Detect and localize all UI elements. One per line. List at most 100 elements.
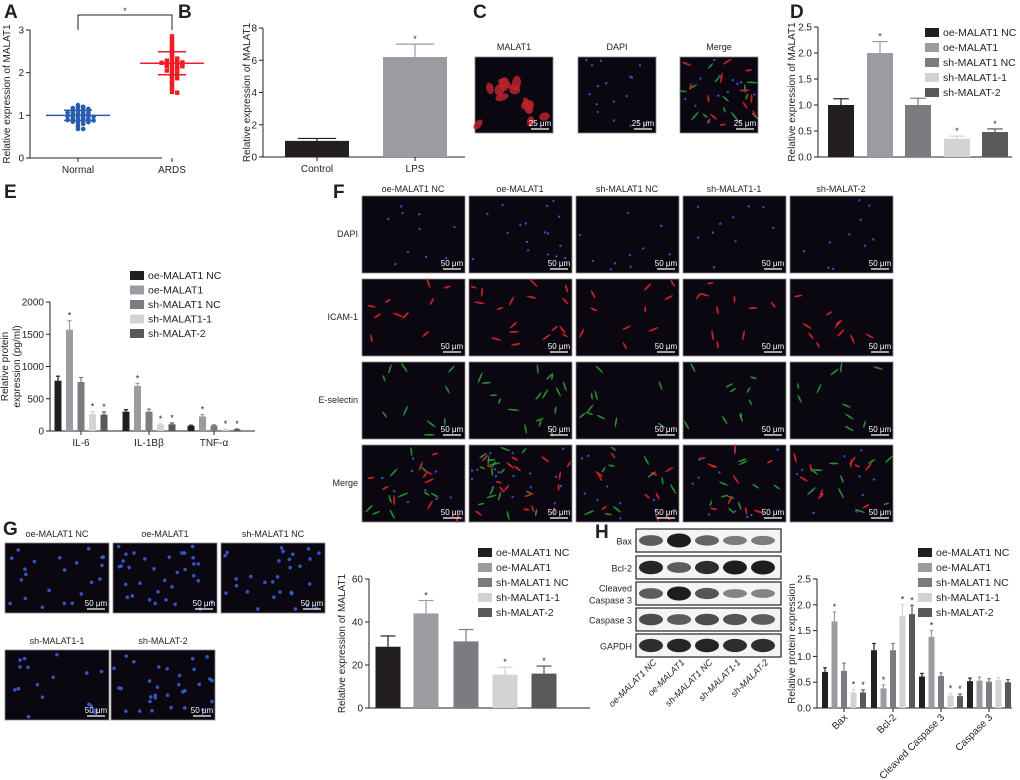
cell — [629, 75, 632, 78]
cell — [551, 325, 558, 332]
cell — [132, 551, 136, 555]
y-tick-label: 1000 — [22, 362, 45, 373]
micrograph — [789, 361, 894, 440]
cell — [698, 458, 701, 461]
cell — [716, 340, 719, 349]
cell — [697, 476, 700, 479]
cell — [423, 471, 428, 478]
bar — [899, 616, 906, 708]
legend-label: sh-MALAT-2 — [148, 328, 206, 340]
image-f: 50 μm — [682, 443, 787, 523]
cell — [180, 551, 184, 555]
y-axis-label: Relative expression of MALAT1 — [242, 22, 253, 162]
cell — [503, 484, 510, 492]
cell — [371, 511, 381, 515]
bar — [187, 425, 195, 431]
cell — [664, 466, 674, 473]
bar — [66, 329, 73, 431]
legend-label: oe-MALAT1 NC — [943, 27, 1017, 39]
column-label: Merge — [706, 42, 732, 52]
cell — [152, 567, 156, 571]
cell — [611, 446, 617, 452]
scale-bar-label: 25 μm — [632, 119, 655, 128]
cell — [579, 328, 585, 338]
cell — [535, 417, 544, 422]
cell — [650, 471, 658, 476]
cell — [112, 666, 116, 671]
cell — [848, 232, 851, 236]
scale-bar-label: 50 μm — [85, 599, 108, 608]
cell — [538, 419, 542, 427]
cell — [487, 455, 490, 466]
y-tick-label: 2 — [251, 120, 257, 131]
row-label: Merge — [332, 478, 358, 488]
bar — [905, 105, 931, 157]
cell — [192, 562, 196, 566]
cell — [500, 468, 505, 474]
data-point — [175, 67, 180, 72]
cell — [622, 342, 627, 350]
cell — [124, 709, 128, 713]
cell — [443, 417, 446, 427]
significance-bracket — [77, 14, 173, 30]
cell — [565, 284, 569, 293]
cell — [552, 199, 555, 203]
panel-letter-d: D — [790, 2, 804, 23]
cell — [816, 383, 822, 394]
cell — [525, 490, 532, 494]
cell — [124, 654, 129, 658]
cell — [147, 679, 152, 683]
band — [695, 638, 719, 653]
cell — [479, 466, 486, 470]
micrograph — [468, 361, 573, 440]
bar — [134, 385, 141, 431]
cell — [534, 508, 538, 517]
micrograph — [575, 278, 680, 357]
bar — [413, 613, 439, 708]
cell — [123, 582, 128, 587]
image-c-dapi: 25 μm — [577, 56, 657, 134]
cell — [566, 461, 572, 468]
cell — [183, 688, 187, 693]
scale-bar-label: 50 μm — [441, 342, 464, 351]
cell — [555, 255, 558, 258]
cell — [224, 591, 228, 595]
cell — [552, 507, 556, 515]
cell — [486, 212, 489, 216]
cell — [287, 557, 292, 562]
y-tick-label: 1.5 — [798, 75, 812, 86]
cell — [860, 449, 863, 452]
y-axis-label: Relative protein — [0, 332, 11, 401]
cell — [524, 222, 527, 225]
cell — [578, 412, 586, 419]
column-label: sh-MALAT1-1 — [707, 184, 762, 194]
cell — [728, 507, 735, 514]
cell — [683, 420, 690, 430]
data-point — [169, 74, 175, 80]
cell — [477, 372, 483, 384]
micrograph — [220, 542, 326, 614]
cell — [557, 215, 561, 218]
cell — [599, 59, 603, 62]
cell — [153, 601, 158, 606]
data-point — [175, 71, 180, 77]
significance-star: * — [861, 680, 865, 690]
legend-label: sh-MALAT1 NC — [943, 57, 1016, 69]
cell — [625, 94, 628, 98]
cell — [497, 470, 500, 474]
cell — [382, 411, 388, 418]
cell — [619, 501, 622, 505]
cell — [608, 464, 615, 467]
cell — [443, 285, 451, 289]
micrograph — [682, 361, 787, 440]
cell — [610, 452, 616, 459]
cell — [748, 399, 752, 406]
x-tick-label: TNF-α — [200, 438, 229, 449]
cell — [40, 695, 45, 699]
cell — [529, 486, 533, 489]
cell — [840, 474, 844, 484]
significance-star: * — [413, 34, 417, 44]
band — [695, 587, 719, 600]
cell — [162, 578, 167, 583]
cell — [562, 297, 569, 305]
